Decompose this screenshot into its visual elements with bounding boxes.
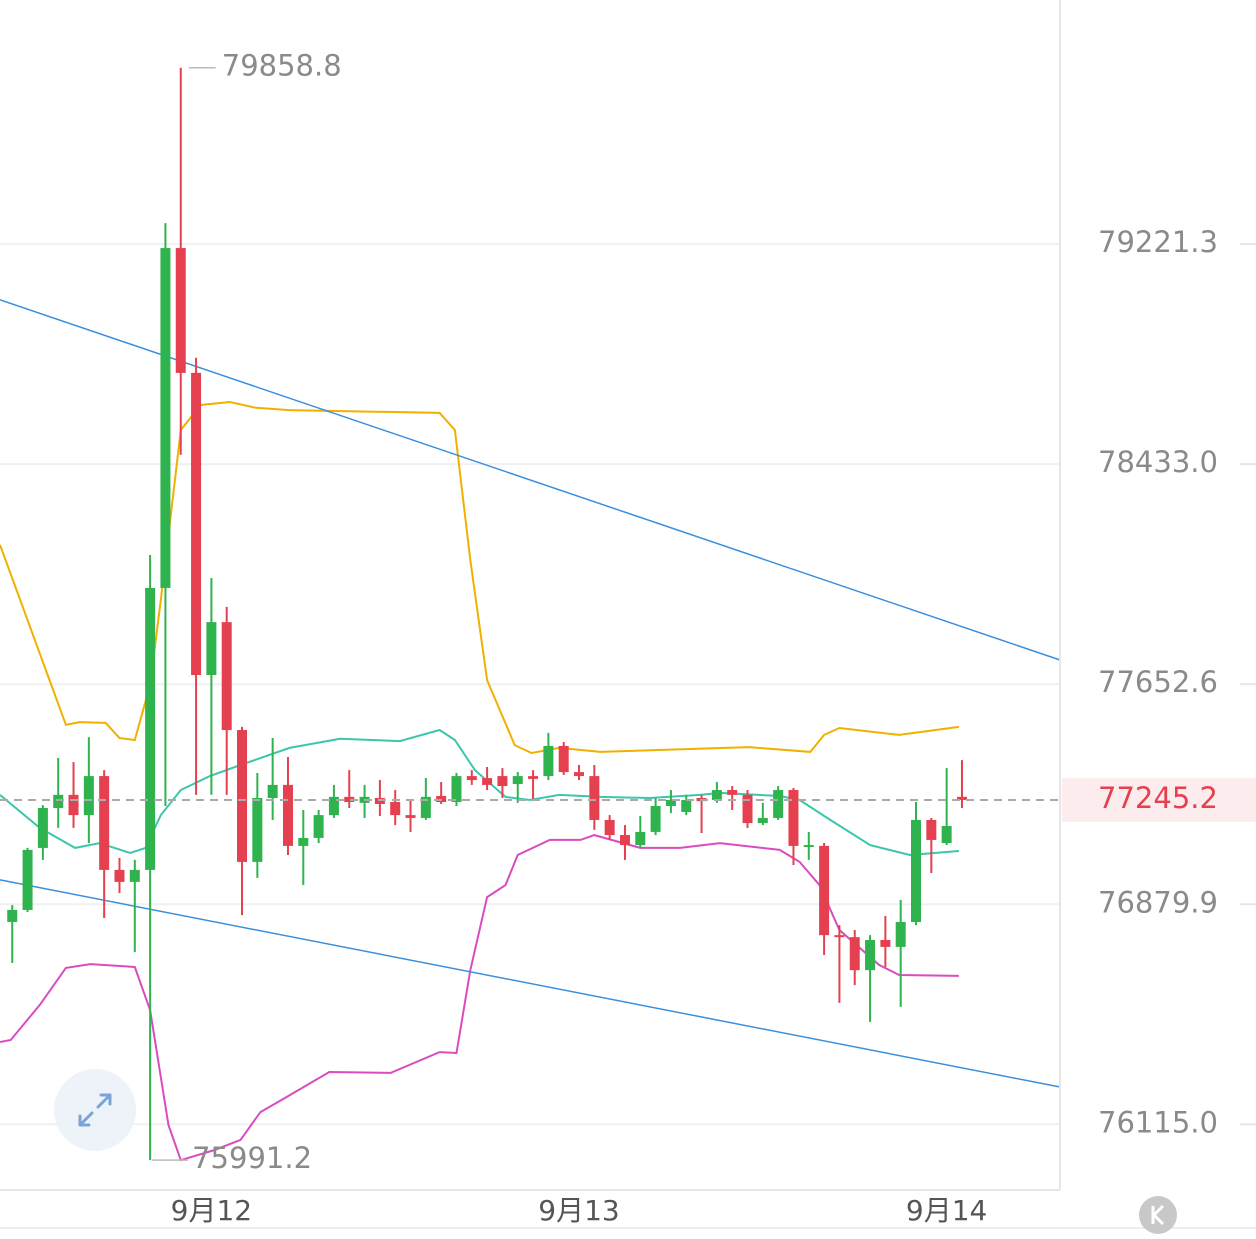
candle-body [206, 622, 217, 676]
high-label: 79858.8 [222, 49, 342, 83]
candle-body [175, 248, 186, 373]
candle-body [129, 869, 140, 882]
candle-body [834, 935, 845, 938]
expand-button[interactable] [54, 1069, 136, 1151]
x-tick-label: 9月13 [538, 1194, 619, 1227]
candle-body [37, 807, 48, 848]
candle-body [22, 849, 33, 910]
candle-body [451, 776, 462, 802]
k-button[interactable] [1139, 1196, 1177, 1234]
candle-body [604, 819, 615, 836]
candle-body [145, 587, 156, 870]
candle-body [819, 845, 830, 936]
candle-body [420, 796, 431, 818]
candle-body [543, 745, 554, 777]
candle-body [681, 799, 692, 812]
candle-body [895, 921, 906, 947]
candle-body [650, 805, 661, 832]
candle-body [512, 776, 523, 785]
candle-body [665, 799, 676, 806]
candle-body [880, 940, 891, 947]
overlay-line [0, 879, 1061, 1088]
candle-body [114, 869, 125, 882]
last-price-label: 77245.2 [1098, 781, 1218, 815]
candle-body [99, 776, 110, 870]
y-tick-label: 76115.0 [1098, 1105, 1218, 1139]
overlay-line [0, 400, 960, 755]
candle-body [83, 776, 94, 816]
candle-body [574, 772, 585, 777]
candle-body [757, 817, 768, 824]
candle-body [911, 819, 922, 922]
candle-body [53, 794, 64, 808]
candle-body [773, 790, 784, 818]
candle-body [558, 745, 569, 773]
candle-body [956, 796, 967, 800]
candle-body [727, 790, 738, 795]
candle-body [788, 790, 799, 846]
x-tick-label: 9月14 [906, 1194, 987, 1227]
candle-body [7, 909, 18, 922]
y-tick-label: 77652.6 [1098, 665, 1218, 699]
candle-body [941, 825, 952, 844]
candle-body [328, 796, 339, 816]
candle-body [865, 940, 876, 971]
candle-body [160, 248, 171, 588]
overlay-line [0, 834, 959, 1162]
last-price-box [1062, 777, 1256, 822]
candle-body [313, 815, 324, 838]
candle-body [482, 778, 493, 785]
candle-body [221, 622, 232, 731]
candle-body [926, 819, 937, 840]
candle-body [528, 776, 539, 779]
candle-body [344, 796, 355, 802]
candle-body [466, 776, 477, 781]
candle-body [803, 845, 814, 848]
x-tick-label: 9月12 [171, 1194, 252, 1227]
candle-body [390, 801, 401, 816]
candle-body [742, 794, 753, 824]
overlay-line [0, 728, 959, 857]
candle-body [298, 837, 309, 846]
candle-body [68, 794, 79, 816]
labels: 76115.0 76879.9 77652.6 78433.0 79221.3 9月12 9… [0, 49, 1256, 1227]
y-tick-label: 76879.9 [1098, 885, 1218, 919]
candle-body [191, 372, 202, 676]
candle-body [849, 937, 860, 971]
candle-body [619, 835, 630, 846]
candles [7, 67, 967, 1161]
candle-body [405, 815, 416, 818]
low-label: 75991.2 [192, 1141, 312, 1175]
candle-body [237, 730, 248, 862]
candle-body [374, 798, 385, 804]
candle-body [635, 831, 646, 846]
candle-body [282, 784, 293, 846]
y-tick-label: 79221.3 [1098, 225, 1218, 259]
candle-body [711, 790, 722, 800]
candle-body [497, 776, 508, 787]
candle-body [252, 798, 263, 862]
y-tick-label: 78433.0 [1098, 445, 1218, 479]
candle-body [589, 776, 600, 820]
candle-body [267, 784, 278, 799]
